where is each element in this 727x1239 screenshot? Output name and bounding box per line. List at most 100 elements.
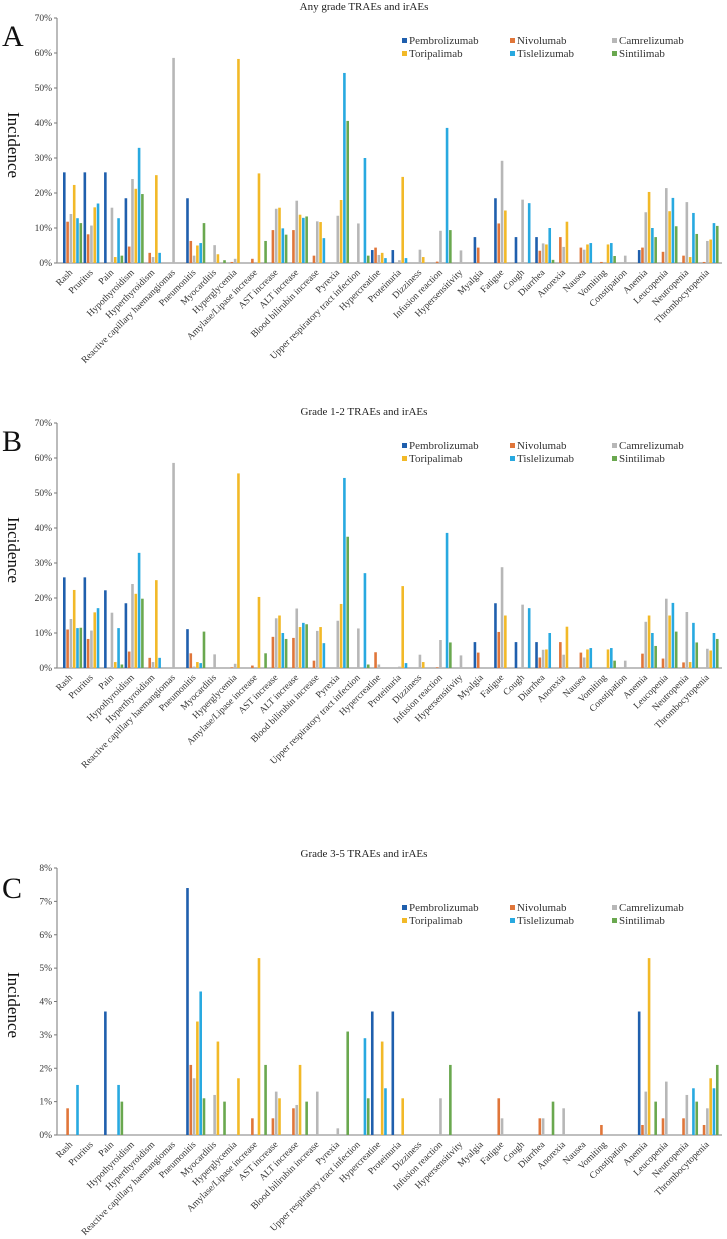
bar-toripalimab-7 [216,254,220,263]
bar-nivolumab-28 [641,247,644,263]
legend-swatch [510,443,515,448]
bar-pembrolizumab-22 [514,237,518,263]
y-tick-label: 60% [35,454,53,464]
bar-tislelizumab-23 [548,228,552,263]
bar-camrelizumab-19 [459,250,463,263]
bar-nivolumab-10 [271,230,275,263]
y-tick-label: 10% [35,629,53,639]
bar-sintilimab-9 [264,653,267,668]
bar-toripalimab-1 [93,207,97,263]
bar-toripalimab-24 [565,626,569,668]
bar-tislelizumab-10 [281,633,285,668]
bar-tislelizumab-31 [712,1088,716,1135]
bar-camrelizumab-12 [315,630,319,668]
bar-toripalimab-11 [298,214,302,263]
bar-camrelizumab-0 [69,214,73,263]
bar-sintilimab-18 [449,1064,452,1135]
legend: Pembrolizumab Nivolumab Camrelizumab Toripa… [402,35,684,60]
bar-nivolumab-0 [66,221,69,263]
bar-toripalimab-28 [647,615,651,668]
legend-swatch [402,456,407,461]
bar-camrelizumab-29 [665,598,668,668]
bar-camrelizumab-6 [192,1078,196,1135]
bar-camrelizumab-13 [336,215,340,263]
bar-sintilimab-26 [613,256,616,263]
bar-camrelizumab-12 [315,221,319,263]
bar-nivolumab-18 [435,667,439,668]
bar-pembrolizumab-23 [535,237,538,263]
bar-camrelizumab-30 [685,612,689,668]
bar-nivolumab-12 [312,660,316,668]
bar-camrelizumab-27 [623,660,627,668]
bar-camrelizumab-8 [233,258,237,263]
bar-nivolumab-8 [230,261,234,263]
bar-nivolumab-0 [66,1108,69,1135]
bar-camrelizumab-18 [439,640,442,668]
bar-tislelizumab-16 [404,663,408,668]
bar-pembrolizumab-6 [186,629,189,668]
legend-swatch [612,38,617,43]
bar-camrelizumab-27 [623,255,627,263]
bar-nivolumab-25 [579,652,583,668]
bar-tislelizumab-30 [692,622,695,668]
bar-nivolumab-24 [559,237,562,263]
y-axis-label: Incidence [4,972,23,1038]
bar-pembrolizumab-2 [104,172,107,263]
bar-sintilimab-28 [654,645,657,668]
bar-nivolumab-12 [312,255,316,263]
bar-pembrolizumab-6 [186,198,189,263]
bar-camrelizumab-29 [665,1081,668,1135]
bar-nivolumab-30 [682,1118,685,1135]
bar-toripalimab-13 [339,603,343,668]
bar-pembrolizumab-1 [83,577,87,668]
bar-camrelizumab-4 [151,662,155,668]
bar-toripalimab-29 [668,615,671,668]
legend-label: Toripalimab [409,48,463,60]
bar-pembrolizumab-16 [391,250,395,263]
bar-tislelizumab-2 [117,1084,120,1135]
bar-pembrolizumab-3 [124,198,128,263]
bar-nivolumab-4 [148,252,152,263]
x-tick-label: Fatigue [479,268,506,295]
bar-camrelizumab-31 [706,240,709,263]
bar-tislelizumab-0 [76,218,79,263]
bar-camrelizumab-23 [541,1118,545,1135]
bar-nivolumab-11 [292,637,295,668]
bar-nivolumab-15 [374,652,377,668]
bar-nivolumab-31 [702,261,706,263]
bar-camrelizumab-11 [295,1104,299,1135]
legend-swatch [612,51,617,56]
bar-camrelizumab-15 [377,664,381,668]
bar-toripalimab-31 [709,239,712,263]
bar-toripalimab-10 [278,1098,281,1135]
bar-sintilimab-23 [551,259,555,263]
bar-tislelizumab-18 [445,127,449,264]
bar-camrelizumab-16 [398,666,401,668]
bar-nivolumab-21 [497,223,501,263]
bar-toripalimab-21 [504,210,507,263]
panel-letter: A [2,20,24,53]
bar-toripalimab-12 [319,222,322,263]
legend-swatch [612,918,617,923]
bar-toripalimab-3 [134,593,138,668]
legend-swatch [510,51,515,56]
bar-sintilimab-9 [264,240,267,263]
legend-label: Sintilimab [619,48,665,60]
bar-sintilimab-31 [715,638,719,668]
bar-toripalimab-10 [278,615,281,668]
bar-nivolumab-10 [271,636,275,668]
legend-swatch [402,443,407,448]
chart-title: Any grade TRAEs and irAEs [300,1,429,13]
bar-nivolumab-26 [600,261,603,263]
bar-tislelizumab-28 [651,228,654,263]
bar-nivolumab-9 [251,665,254,668]
bar-nivolumab-20 [476,652,480,668]
legend-label: Tislelizumab [517,915,575,927]
legend-label: Nivolumab [517,440,567,452]
bar-camrelizumab-24 [562,654,565,668]
bar-tislelizumab-26 [610,243,613,263]
bar-tislelizumab-13 [343,477,346,668]
bar-toripalimab-30 [688,662,692,668]
bar-nivolumab-23 [538,657,542,668]
